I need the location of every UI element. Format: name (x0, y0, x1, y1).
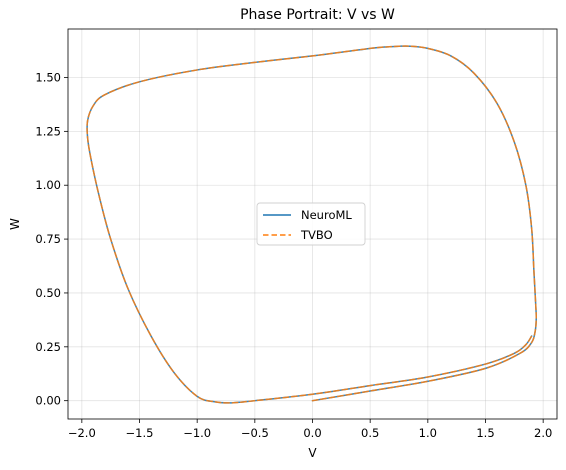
y-tick-label: 1.25 (35, 124, 61, 138)
series-line-tvbo (86, 45, 538, 404)
x-tick-label: 2.0 (534, 426, 552, 440)
x-tick-label: −1.5 (126, 426, 154, 440)
chart-title: Phase Portrait: V vs W (240, 7, 395, 23)
x-tick-label: −2.0 (68, 426, 96, 440)
x-axis-ticks: −2.0 −1.5 −1.0 −0.5 0.0 0.5 1.0 1.5 2.0 (68, 419, 552, 440)
y-tick-label: 0.75 (35, 232, 61, 246)
x-tick-label: −1.0 (183, 426, 211, 440)
y-tick-label: 0.00 (35, 394, 61, 408)
legend-label-neuroml: NeuroML (301, 208, 352, 222)
y-tick-label: 0.25 (35, 340, 61, 354)
legend-label-tvbo: TVBO (300, 228, 333, 242)
x-axis-label: V (308, 446, 317, 460)
x-tick-label: −0.5 (241, 426, 269, 440)
y-tick-label: 0.50 (35, 286, 61, 300)
x-tick-label: 1.5 (476, 426, 494, 440)
y-tick-label: 1.50 (35, 70, 61, 84)
y-tick-label: 1.00 (35, 178, 61, 192)
x-tick-label: 0.5 (361, 426, 379, 440)
x-tick-label: 0.0 (303, 426, 321, 440)
y-axis-ticks: 0.00 0.25 0.50 0.75 1.00 1.25 1.50 (35, 70, 68, 408)
y-axis-label: W (8, 218, 22, 230)
legend: NeuroML TVBO (256, 202, 366, 246)
x-tick-label: 1.0 (419, 426, 437, 440)
plot-series (86, 45, 538, 404)
